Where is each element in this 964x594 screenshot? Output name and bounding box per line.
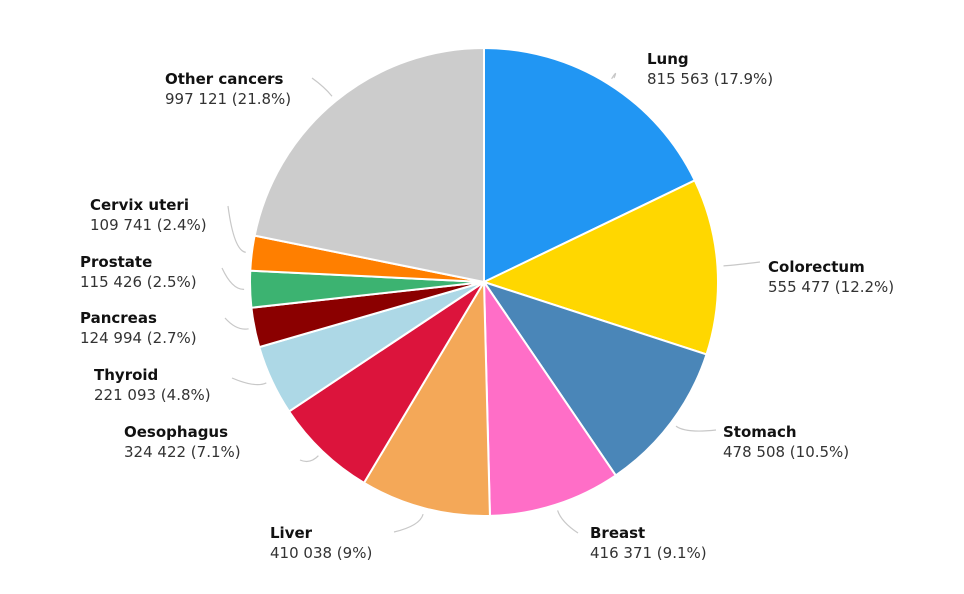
slice-label-name: Stomach	[723, 423, 797, 441]
slice-label-name: Other cancers	[165, 70, 284, 88]
slice-label-value: 115 426 (2.5%)	[80, 273, 197, 291]
leader-line	[299, 455, 319, 463]
leader-line	[393, 513, 424, 533]
pie-slice-colorectum	[481, 179, 719, 356]
slice-label-name: Breast	[590, 524, 645, 542]
slice-label-name: Prostate	[80, 253, 152, 271]
slice-label-name: Liver	[270, 524, 313, 542]
leader-line	[675, 425, 717, 432]
pie-slice-oesophagus	[287, 281, 485, 485]
slice-label-name: Lung	[647, 50, 689, 68]
leader-line	[231, 377, 267, 386]
slice-label-value: 410 038 (9%)	[270, 544, 372, 562]
leader-line	[221, 267, 245, 291]
slice-label-name: Cervix uteri	[90, 196, 189, 214]
pie-slice-liver	[362, 278, 491, 517]
slice-label-name: Colorectum	[768, 258, 865, 276]
slice-label-value: 478 508 (10.5%)	[723, 443, 849, 461]
slice-label-value: 997 121 (21.8%)	[165, 90, 291, 108]
leader-line	[723, 261, 761, 267]
pie-slice-breast	[482, 278, 618, 517]
slice-label-name: Oesophagus	[124, 423, 228, 441]
slice-label-value: 416 371 (9.1%)	[590, 544, 707, 562]
slice-label-value: 815 563 (17.9%)	[647, 70, 773, 88]
leader-line	[227, 205, 246, 253]
slice-label-value: 221 093 (4.8%)	[94, 386, 211, 404]
leader-line	[311, 77, 333, 97]
slice-label-name: Thyroid	[94, 366, 158, 384]
pie-slices	[249, 46, 719, 517]
slice-label-value: 124 994 (2.7%)	[80, 329, 197, 347]
leader-line	[557, 510, 579, 534]
pie-slice-other-cancers	[253, 46, 485, 284]
leader-line	[611, 72, 617, 80]
leader-line	[224, 317, 249, 330]
slice-label-name: Pancreas	[80, 309, 157, 327]
slice-label-value: 324 422 (7.1%)	[124, 443, 241, 461]
slice-labels: Lung 815 563 (17.9%) Colorectum 555 477 (12…	[80, 50, 894, 562]
pie-slice-stomach	[481, 280, 708, 477]
pie-slice-lung	[483, 46, 697, 284]
leader-lines	[221, 72, 761, 534]
slice-label-value: 109 741 (2.4%)	[90, 216, 207, 234]
slice-label-value: 555 477 (12.2%)	[768, 278, 894, 296]
